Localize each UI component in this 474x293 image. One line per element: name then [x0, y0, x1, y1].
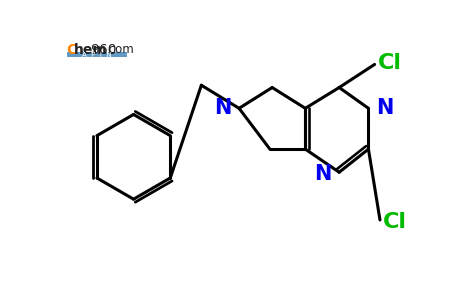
- Text: N: N: [314, 164, 331, 184]
- Text: .com: .com: [106, 43, 135, 56]
- Text: Cl: Cl: [378, 53, 401, 73]
- Bar: [66, 52, 127, 57]
- Text: C: C: [66, 43, 77, 57]
- Text: N: N: [376, 98, 393, 118]
- Text: A  P  I  N: A P I N: [82, 52, 111, 58]
- Text: N: N: [214, 98, 231, 118]
- Text: 960: 960: [90, 43, 116, 57]
- Text: hem: hem: [73, 43, 107, 57]
- Text: Cl: Cl: [383, 212, 407, 231]
